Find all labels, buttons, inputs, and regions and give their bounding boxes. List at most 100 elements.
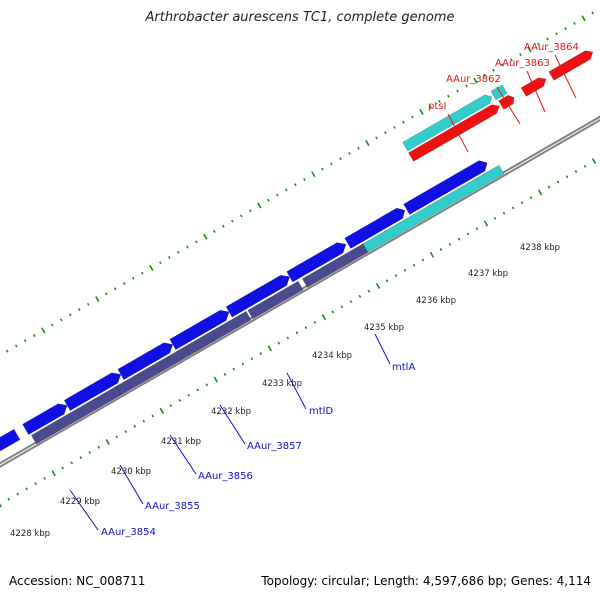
- scale-tick-lower: [169, 404, 173, 408]
- scale-tick-upper: [149, 264, 154, 271]
- scale-label: 4230 kbp: [111, 467, 151, 477]
- scale-tick-lower: [79, 456, 83, 460]
- scale-tick-lower: [412, 263, 416, 267]
- gene-label: AAur_3855: [145, 501, 200, 512]
- scale-tick-lower: [511, 206, 515, 210]
- scale-tick-upper: [465, 84, 468, 88]
- scale-tick-upper: [303, 177, 306, 181]
- accession-text: Accession: NC_008711: [9, 574, 146, 588]
- scale-tick-lower: [259, 352, 263, 356]
- gene-label: AAur_3864: [524, 42, 579, 53]
- scale-tick-upper: [581, 15, 586, 22]
- gene-arrow-forward: [117, 342, 174, 381]
- scale-tick-upper: [267, 198, 270, 202]
- gene-label: AAur_3863: [495, 58, 550, 69]
- gene-arrow-forward: [403, 160, 488, 215]
- scale-tick-upper: [50, 323, 54, 327]
- scale-tick-upper: [330, 162, 333, 166]
- gene-label: mtlA: [392, 362, 415, 373]
- scale-tick-lower: [232, 367, 236, 371]
- scale-tick-lower: [7, 497, 11, 501]
- scale-tick-lower: [367, 289, 371, 293]
- scale-label: 4233 kbp: [262, 379, 302, 389]
- scale-tick-upper: [222, 224, 225, 228]
- scale-tick-upper: [546, 37, 549, 41]
- scale-tick-upper: [591, 11, 594, 15]
- scale-tick-upper: [41, 327, 46, 334]
- topology-text: Topology: circular; Length: 4,597,686 bp…: [261, 574, 591, 588]
- scale-tick-lower: [349, 300, 353, 304]
- scale-tick-upper: [240, 214, 243, 218]
- gene-arrow-forward: [169, 309, 230, 351]
- gene-arrow-forward: [225, 274, 291, 318]
- scale-tick-upper: [285, 188, 288, 192]
- scale-tick-lower: [574, 170, 578, 173]
- scale-tick-upper: [203, 233, 208, 240]
- scale-tick-upper: [527, 46, 532, 53]
- scale-tick-upper: [537, 42, 540, 46]
- scale-tick-lower: [43, 476, 47, 480]
- scale-tick-lower: [223, 372, 227, 376]
- scale-tick-lower: [124, 430, 128, 434]
- scale-tick-upper: [429, 105, 432, 109]
- gene-label-leader: [526, 70, 546, 113]
- scale-tick-upper: [276, 193, 279, 197]
- scale-tick-upper: [321, 167, 324, 171]
- scale-tick-lower: [34, 482, 38, 486]
- scale-tick-lower: [439, 248, 443, 252]
- gene-arrow-forward: [22, 403, 68, 436]
- scale-tick-lower: [466, 232, 470, 236]
- scale-tick-lower: [241, 362, 245, 366]
- gene-label-leader: [169, 434, 197, 475]
- gene-label-leader: [496, 86, 521, 125]
- scale-tick-upper: [68, 313, 72, 317]
- gene-arrow-forward: [286, 242, 347, 283]
- scale-tick-lower: [105, 439, 110, 446]
- scale-tick-lower: [304, 326, 308, 330]
- scale-tick-lower: [493, 216, 497, 220]
- scale-tick-upper: [357, 146, 360, 150]
- scale-tick-upper: [294, 183, 297, 187]
- scale-label: 4228 kbp: [10, 529, 50, 539]
- gene-label-leader: [286, 372, 307, 410]
- scale-tick-lower: [277, 341, 281, 345]
- gene-label: AAur_3854: [101, 527, 156, 538]
- scale-tick-lower: [51, 470, 56, 477]
- scale-tick-lower: [286, 336, 290, 340]
- scale-tick-lower: [88, 450, 92, 454]
- scale-tick-upper: [86, 302, 90, 306]
- gene-label: AAur_3862: [446, 74, 501, 85]
- scale-tick-upper: [456, 89, 459, 93]
- scale-tick-lower: [250, 357, 254, 361]
- scale-tick-lower: [25, 487, 29, 491]
- scale-tick-upper: [375, 136, 378, 140]
- gene-arrow-forward: [344, 207, 406, 249]
- scale-tick-lower: [0, 503, 2, 508]
- gene-label-leader: [119, 464, 144, 505]
- scale-label: 4232 kbp: [211, 407, 251, 417]
- gene-label: AAur_3857: [247, 441, 302, 452]
- scale-tick-lower: [394, 274, 398, 278]
- scale-tick-upper: [393, 125, 396, 129]
- scale-tick-upper: [365, 140, 370, 147]
- scale-tick-lower: [591, 158, 597, 165]
- gene-arrow-forward: [0, 428, 21, 452]
- scale-tick-lower: [547, 185, 551, 189]
- scale-tick-lower: [267, 345, 273, 352]
- scale-tick-lower: [403, 268, 407, 272]
- scale-tick-lower: [115, 435, 119, 439]
- scale-tick-lower: [187, 393, 191, 397]
- scale-tick-lower: [457, 237, 461, 241]
- scale-tick-upper: [573, 21, 576, 25]
- scale-tick-lower: [520, 201, 524, 205]
- gene-arrow-forward: [63, 372, 122, 412]
- scale-tick-upper: [104, 292, 108, 296]
- scale-tick-lower: [205, 383, 209, 387]
- gene-label: mtlD: [309, 406, 333, 417]
- scale-tick-lower: [16, 492, 20, 496]
- scale-tick-upper: [213, 229, 216, 233]
- scale-tick-lower: [61, 466, 65, 470]
- scale-tick-lower: [429, 251, 435, 258]
- scale-tick-lower: [142, 419, 146, 423]
- scale-tick-upper: [140, 271, 144, 275]
